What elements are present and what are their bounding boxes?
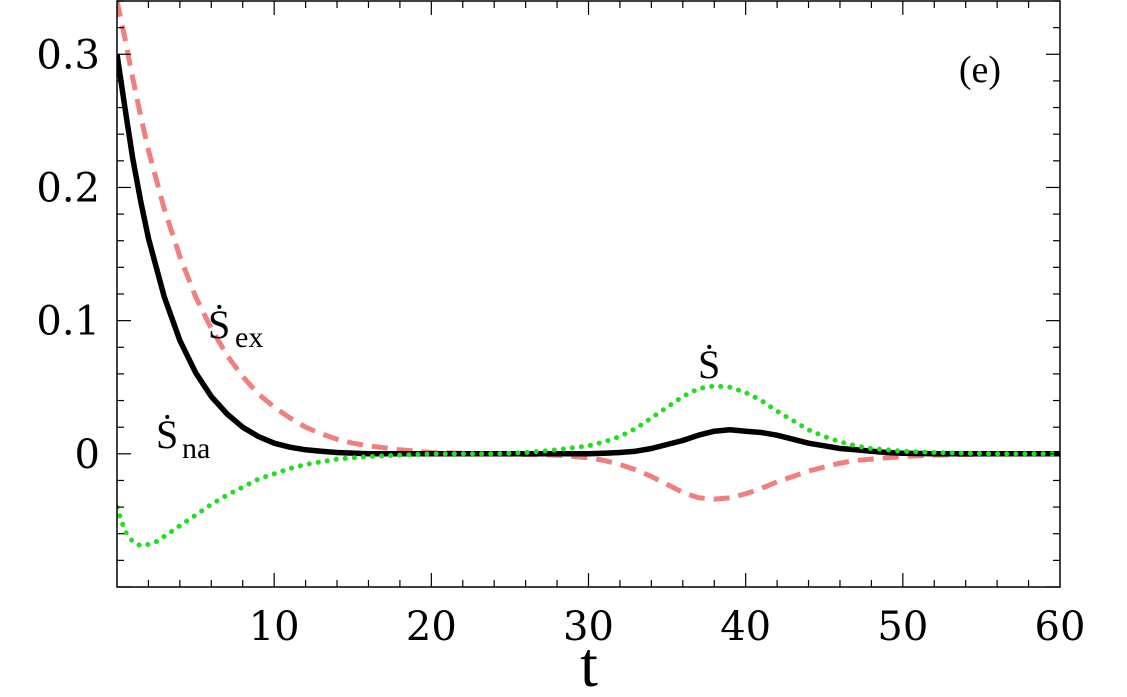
annotation-s-ex-symbol: Ṡ	[208, 302, 230, 347]
y-tick-label: 0.2	[36, 165, 100, 211]
x-tick-label: 30	[563, 604, 614, 650]
y-tick-label: 0.1	[36, 299, 100, 345]
annotation-s: Ṡ	[698, 342, 720, 387]
annotation-s-symbol: Ṡ	[698, 342, 720, 387]
y-tick-label: 0.3	[36, 32, 100, 78]
annotation-s-na-symbol: Ṡ	[156, 412, 178, 457]
x-axis-title: t	[580, 629, 598, 697]
series-line-s-na	[117, 53, 1060, 457]
series-line-s-ex	[117, 1, 1060, 502]
labels-layer: 10 20 30 40 50 60 0 0.1 0.2 0.3	[36, 32, 1085, 650]
x-tick-label: 60	[1035, 604, 1086, 650]
annotation-s-ex: Ṡ ex	[208, 302, 263, 354]
series-line-s	[117, 383, 1060, 549]
x-tick-label: 20	[406, 604, 457, 650]
ticks-layer	[117, 0, 1060, 588]
y-tick-label: 0	[75, 432, 100, 478]
x-tick-label: 10	[249, 604, 300, 650]
annotation-s-na: Ṡ na	[156, 412, 210, 465]
series-layer	[117, 1, 1060, 549]
x-tick-label: 50	[877, 604, 928, 650]
x-tick-label: 40	[720, 604, 771, 650]
panel-label: (e)	[959, 49, 1001, 91]
plot-frame	[116, 0, 1061, 588]
annotation-s-na-subscript: na	[182, 432, 210, 465]
annotation-s-ex-subscript: ex	[235, 321, 263, 354]
